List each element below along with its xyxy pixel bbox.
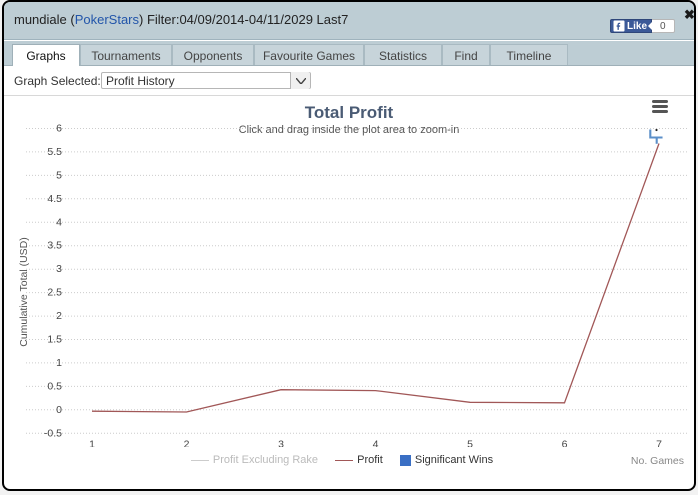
svg-text:6: 6 — [562, 438, 568, 447]
svg-text:1: 1 — [56, 357, 62, 369]
svg-text:2: 2 — [184, 438, 190, 447]
svg-text:7: 7 — [656, 438, 662, 447]
svg-text:1.5: 1.5 — [47, 334, 62, 346]
svg-text:5.5: 5.5 — [47, 146, 62, 158]
svg-text:4.5: 4.5 — [47, 193, 62, 205]
svg-text:3.5: 3.5 — [47, 240, 62, 252]
svg-text:6: 6 — [56, 123, 62, 135]
svg-text:5: 5 — [56, 169, 62, 181]
svg-text:4: 4 — [373, 438, 379, 447]
svg-text:5: 5 — [467, 438, 473, 447]
svg-text:3: 3 — [56, 263, 62, 275]
svg-text:2.5: 2.5 — [47, 287, 62, 299]
svg-text:0.5: 0.5 — [47, 380, 62, 392]
svg-text:1: 1 — [89, 438, 95, 447]
svg-text:3: 3 — [278, 438, 284, 447]
svg-text:4: 4 — [56, 216, 62, 228]
svg-text:-0.5: -0.5 — [44, 427, 62, 439]
svg-text:0: 0 — [56, 404, 62, 416]
svg-text:2: 2 — [56, 310, 62, 322]
